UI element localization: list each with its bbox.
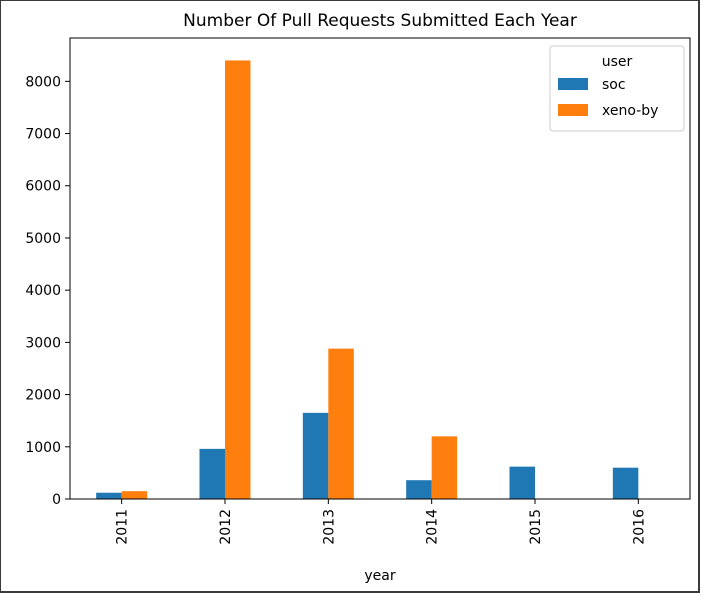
y-tick-label-5000: 5000	[25, 231, 61, 247]
x-tick-label-2011: 2011	[115, 509, 131, 545]
legend-swatch-xeno-by	[558, 104, 588, 116]
plot-area: 2011 2012 2013 2014 2015 2016 0 1000 2000 3000 400…	[25, 37, 691, 545]
y-tick-label-0: 0	[52, 492, 61, 508]
legend-title: user	[602, 54, 633, 70]
x-tick-label-2015: 2015	[528, 509, 544, 545]
y-tick-label-2000: 2000	[25, 388, 61, 404]
chart-title: Number Of Pull Requests Submitted Each Y…	[183, 11, 577, 31]
y-tick-label-1000: 1000	[25, 440, 61, 456]
legend-label-xeno-by: xeno-by	[602, 103, 658, 119]
y-tick-label-6000: 6000	[25, 179, 61, 195]
bar-soc-2013	[302, 412, 329, 499]
bar-xeno-by-2011	[121, 491, 148, 499]
bar-soc-2016	[612, 467, 639, 499]
bar-soc-2012	[199, 448, 225, 499]
axes-frame	[69, 37, 691, 500]
x-tick-label-2013: 2013	[321, 509, 337, 545]
bar-xeno-by-2012	[225, 60, 251, 499]
bar-soc-2014	[406, 480, 432, 499]
x-tick-label-2012: 2012	[218, 509, 234, 545]
bar-soc-2015	[509, 466, 535, 499]
legend-swatch-soc	[558, 78, 588, 90]
bar-xeno-by-2013	[328, 348, 354, 499]
x-tick-label-2016: 2016	[631, 509, 647, 545]
y-tick-label-7000: 7000	[25, 127, 61, 143]
y-tick-label-3000: 3000	[25, 335, 61, 351]
y-tick-label-8000: 8000	[25, 74, 61, 90]
x-tick-label-2014: 2014	[425, 509, 441, 545]
bar-soc-2011	[96, 492, 122, 499]
legend-label-soc: soc	[602, 77, 626, 93]
legend: user soc xeno-by	[549, 45, 685, 132]
x-axis-label: year	[364, 568, 395, 584]
y-tick-label-4000: 4000	[25, 283, 61, 299]
bar-xeno-by-2014	[431, 436, 458, 499]
